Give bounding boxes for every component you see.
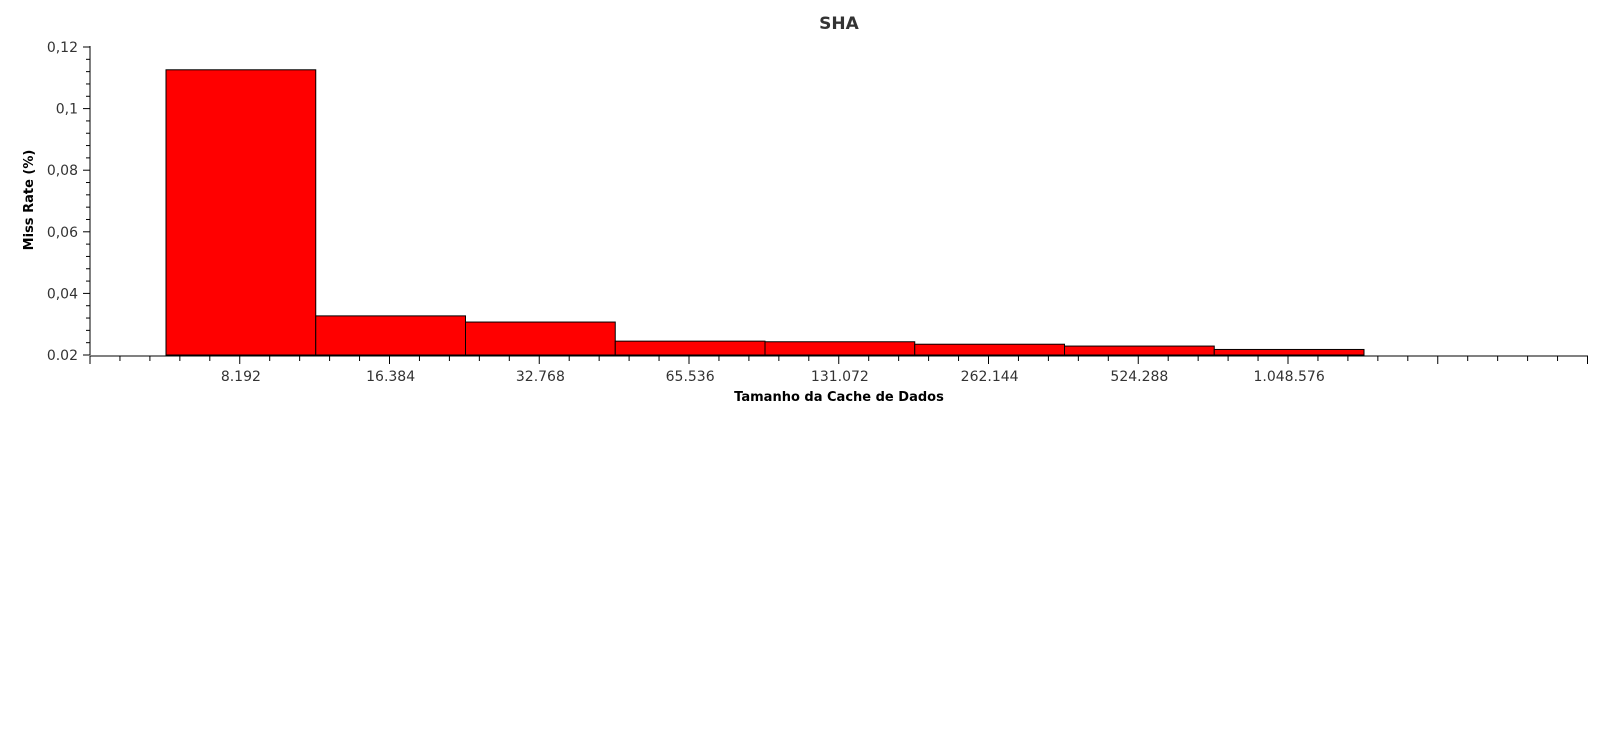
bar-8.192: [165, 69, 317, 356]
bars-group: [165, 69, 1365, 356]
y-axis-label: Miss Rate (%): [22, 150, 37, 251]
bar-16.384: [315, 315, 466, 356]
bar-131.072: [764, 341, 916, 356]
x-tick-label: 16.384: [366, 369, 415, 385]
bar-32.768: [465, 321, 616, 356]
bar-1.048.576: [1213, 348, 1365, 356]
y-tick-label: 0,1: [56, 102, 78, 118]
y-tick-labels: 0.02 0,04 0,06 0,08 0,1 0,12: [47, 40, 78, 364]
y-tick-label: 0,12: [47, 40, 78, 56]
y-tick-label: 0,08: [47, 163, 78, 179]
bar-262.144: [914, 343, 1065, 356]
y-tick-label: 0.02: [47, 348, 78, 364]
x-tick-labels: 8.192 16.384 32.768 65.536 131.072 262.144 524…: [221, 369, 1325, 385]
y-tick-label: 0,06: [47, 225, 78, 241]
x-tick-label: 524.288: [1110, 369, 1168, 385]
x-tick-label: 131.072: [811, 369, 869, 385]
x-tick-label: 32.768: [516, 369, 565, 385]
x-axis-label: Tamanho da Cache de Dados: [734, 390, 944, 405]
axes-group: [83, 46, 1588, 364]
bar-65.536: [614, 340, 766, 356]
x-tick-label: 65.536: [666, 369, 715, 385]
x-tick-label: 262.144: [961, 369, 1019, 385]
bar-524.288: [1064, 345, 1215, 356]
y-tick-label: 0,04: [47, 286, 78, 302]
chart-title: SHA: [819, 14, 859, 34]
x-tick-label: 1.048.576: [1253, 369, 1324, 385]
x-tick-label: 8.192: [221, 369, 261, 385]
